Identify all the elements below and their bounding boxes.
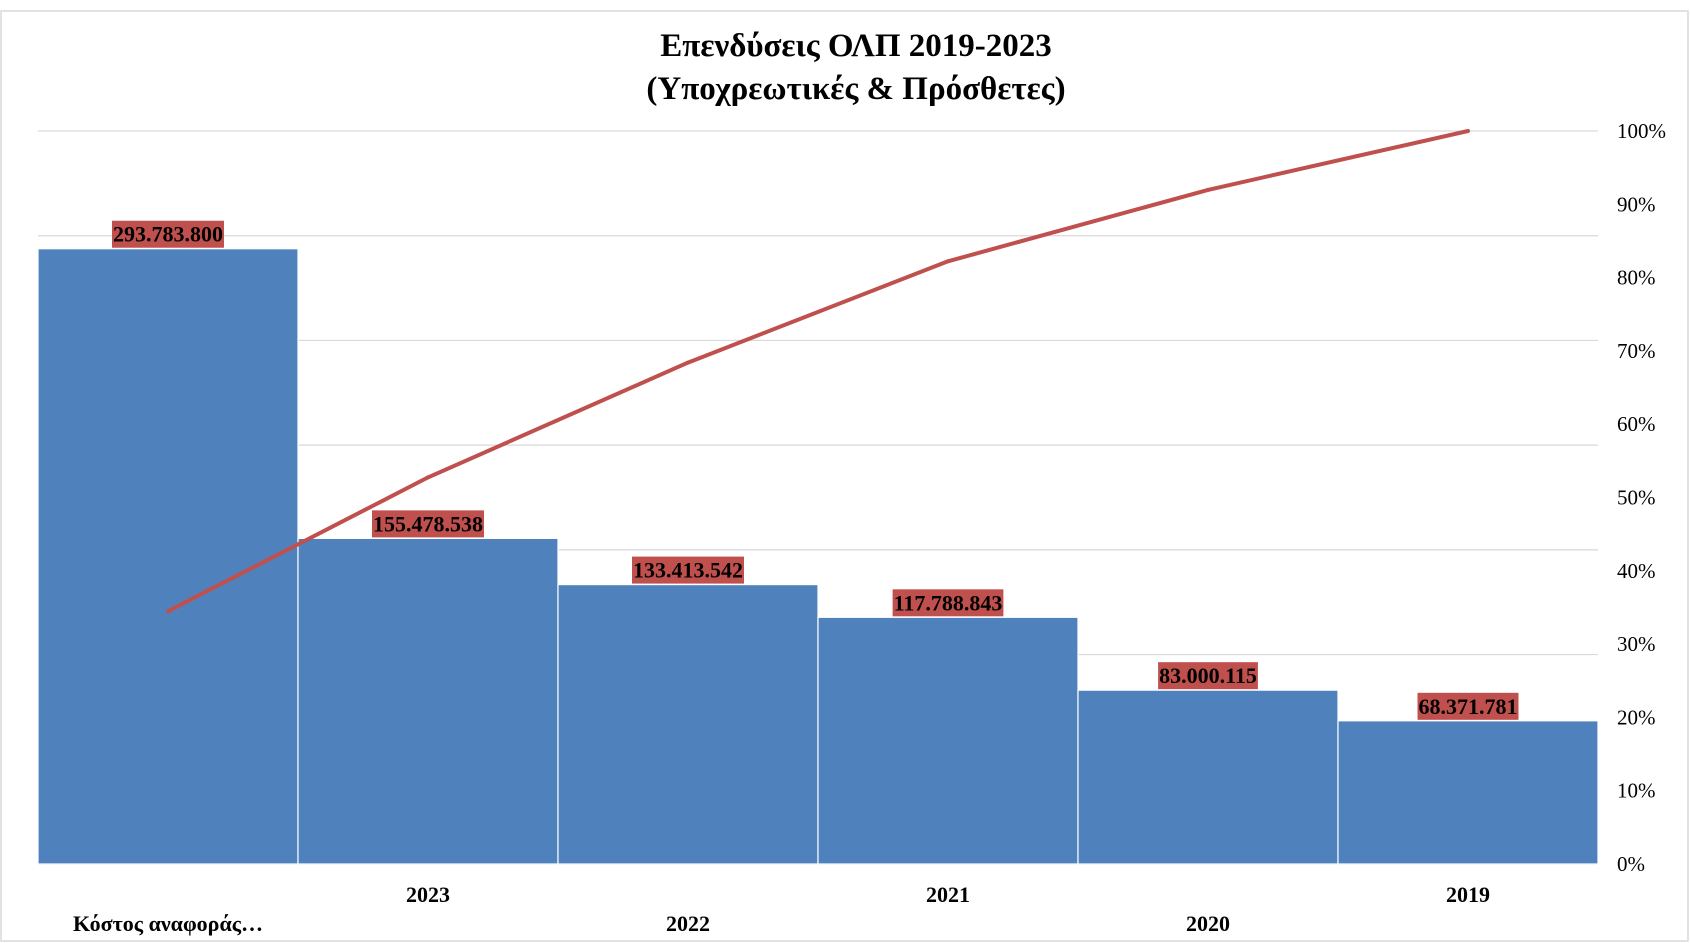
data-label: 68.371.781 (1417, 692, 1519, 720)
line-point (1466, 129, 1470, 133)
x-tick-label: 2020 (1186, 911, 1230, 936)
y2-tick-label: 30% (1617, 632, 1656, 656)
data-label-text: 293.783.800 (113, 222, 223, 247)
y2-tick-label: 60% (1617, 412, 1656, 436)
bar (297, 537, 559, 865)
data-label: 155.478.538 (372, 510, 484, 538)
line-point (166, 609, 170, 614)
x-tick-label: 2021 (926, 882, 970, 907)
data-label-text: 83.000.115 (1159, 663, 1257, 688)
data-label-box (372, 510, 484, 538)
data-label: 133.413.542 (632, 556, 744, 584)
data-label-text: 68.371.781 (1419, 694, 1518, 719)
data-label-box (112, 220, 224, 248)
data-label-text: 117.788.843 (894, 590, 1003, 615)
bar (1077, 689, 1339, 865)
x-tick-label: 2022 (666, 911, 710, 936)
y2-tick-label: 50% (1617, 486, 1656, 510)
data-label: 293.783.800 (112, 220, 224, 248)
x-tick-label: Κόστος αναφοράς… (73, 911, 263, 936)
line-point (946, 259, 950, 264)
cumulative-line (167, 129, 1469, 613)
data-label-box (1417, 692, 1519, 720)
data-label-box (1158, 662, 1258, 690)
data-label-box (892, 589, 1004, 617)
data-label-text: 155.478.538 (373, 511, 483, 536)
bar (817, 616, 1079, 865)
y2-tick-label: 20% (1617, 705, 1656, 729)
data-label: 83.000.115 (1158, 662, 1258, 690)
data-labels: 293.783.800 155.478.538 133.413.542 117.788… (112, 220, 1519, 720)
x-axis: Κόστος αναφοράς… 2023 2022 2021 2020 2019 (73, 882, 1490, 936)
secondary-y-axis: 0% 10% 20% 30% 40% 50% 60% 70% 80% 90% 100% (1617, 119, 1666, 876)
y2-tick-label: 90% (1617, 192, 1656, 216)
line-point (426, 475, 430, 480)
bar-series (37, 248, 1599, 865)
x-tick-label: 2019 (1446, 882, 1490, 907)
y2-tick-label: 40% (1617, 559, 1656, 583)
data-label-text: 133.413.542 (633, 558, 743, 583)
line-point (686, 360, 690, 365)
data-label-box (632, 556, 744, 584)
bar (557, 583, 819, 865)
x-tick-label: 2023 (406, 882, 450, 907)
y2-tick-label: 10% (1617, 779, 1656, 803)
line-point (1206, 187, 1210, 192)
y2-tick-label: 80% (1617, 266, 1656, 290)
chart-subtitle: (Υποχρεωτικές & Πρόσθετες) (646, 71, 1065, 107)
bar (37, 248, 299, 865)
chart-title: Επενδύσεις ΟΛΠ 2019-2023 (660, 28, 1051, 64)
y2-tick-label: 0% (1617, 852, 1645, 876)
bar (1337, 720, 1599, 865)
data-label: 117.788.843 (892, 589, 1004, 617)
y2-tick-label: 70% (1617, 339, 1656, 363)
cumulative-line-series (166, 129, 1470, 614)
y2-tick-label: 100% (1617, 119, 1666, 143)
